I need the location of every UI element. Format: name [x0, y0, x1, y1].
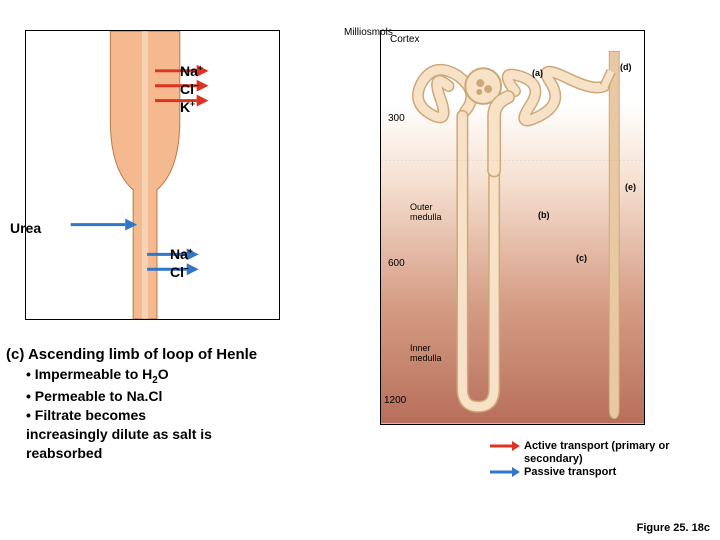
description: (c) Ascending limb of loop of Henle Impe…	[6, 345, 257, 463]
cortex-label: Cortex	[390, 34, 419, 45]
marker-e: (e)	[625, 182, 636, 192]
osm-300: 300	[388, 113, 405, 124]
ion-k: K+	[180, 98, 203, 116]
active-arrow-icon	[490, 440, 520, 452]
desc-title: (c) Ascending limb of loop of Henle	[6, 345, 257, 365]
right-panel	[380, 30, 645, 425]
osm-1200: 1200	[384, 395, 406, 406]
ion-labels-top: Na+ Cl− K+	[180, 62, 203, 117]
figure-number: Figure 25. 18c	[637, 522, 710, 534]
outer-medulla-label: Outermedulla	[410, 203, 442, 223]
passive-arrow-icon	[490, 466, 520, 478]
osm-600: 600	[388, 258, 405, 269]
ion-na-2: Na+	[170, 245, 193, 263]
marker-b: (b)	[538, 210, 550, 220]
ion-cl-2: Cl−	[170, 263, 193, 281]
ion-cl: Cl−	[180, 80, 203, 98]
nephron-diagram	[381, 31, 644, 424]
legend-passive: Passive transport	[524, 466, 616, 479]
milliosmols-label: Milliosmols	[344, 27, 393, 38]
left-panel	[25, 30, 280, 320]
tubule-diagram	[26, 31, 279, 319]
bullet-1: Impermeable to H2O	[26, 365, 257, 387]
marker-d: (d)	[620, 62, 632, 72]
ion-labels-bottom: Na+ Cl−	[170, 245, 193, 281]
urea-label: Urea	[10, 220, 41, 236]
legend: Active transport (primary or secondary) …	[490, 440, 720, 480]
bullet-3: Filtrate becomesincreasingly dilute as s…	[26, 406, 257, 463]
ion-na: Na+	[180, 62, 203, 80]
bullet-2: Permeable to Na.Cl	[26, 387, 257, 406]
marker-c: (c)	[576, 253, 587, 263]
inner-medulla-label: Innermedulla	[410, 344, 442, 364]
marker-a: (a)	[532, 68, 543, 78]
legend-active: Active transport (primary or secondary)	[524, 440, 720, 466]
